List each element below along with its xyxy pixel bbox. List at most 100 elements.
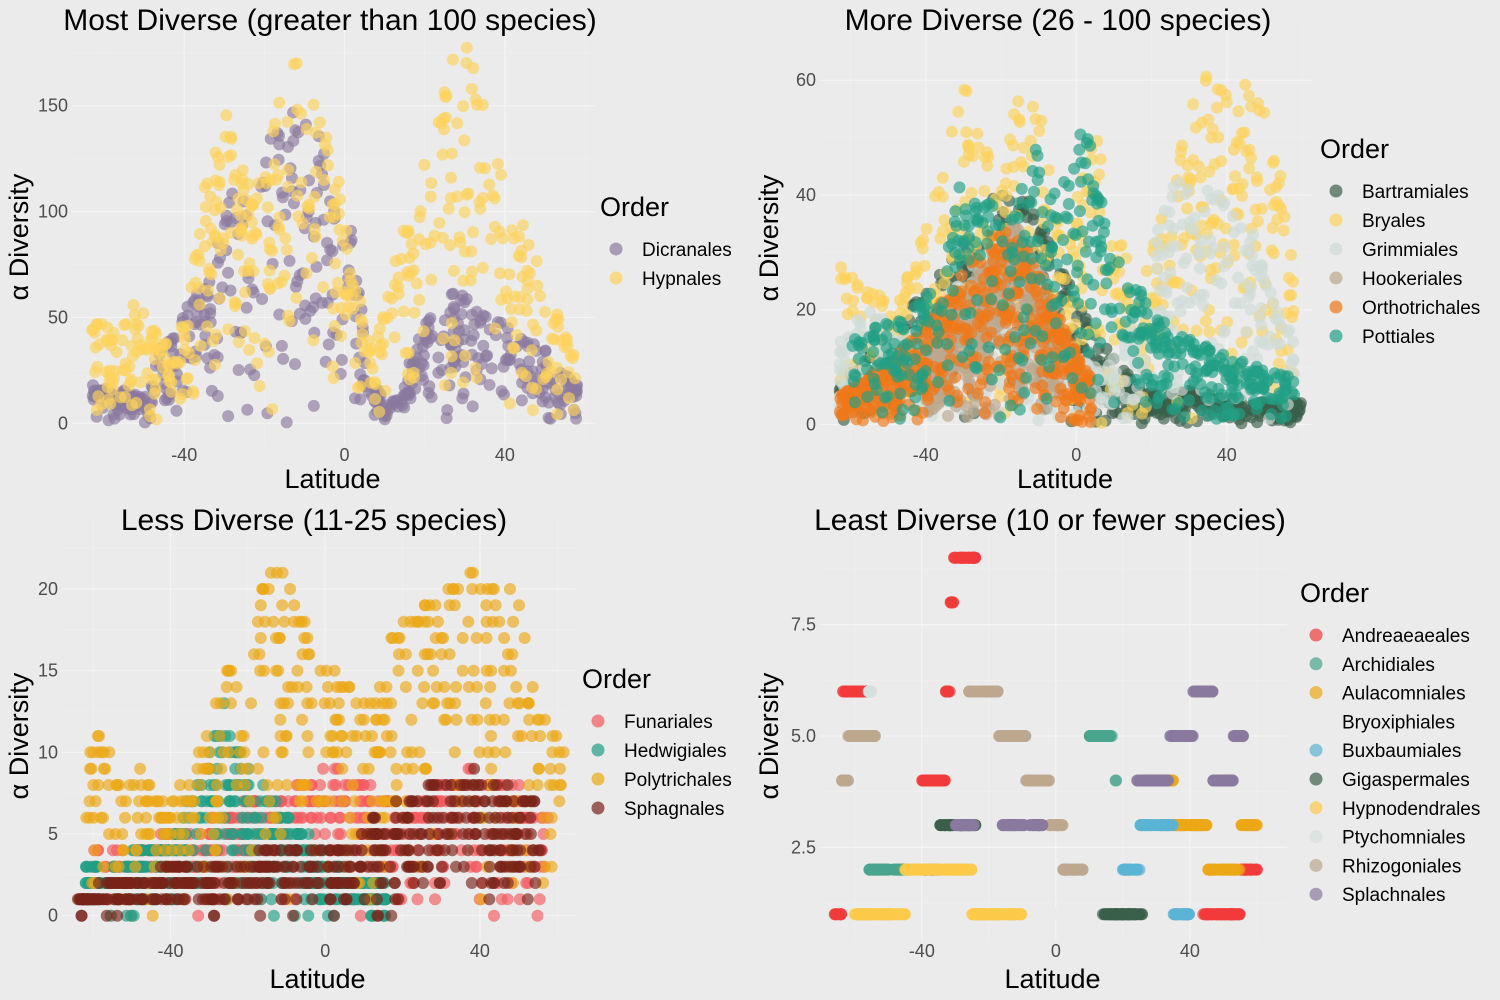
data-point (971, 127, 984, 140)
data-point (876, 300, 889, 312)
data-point (521, 293, 534, 306)
data-point (1002, 364, 1015, 377)
data-point (267, 909, 280, 922)
data-point (1087, 187, 1100, 200)
data-point (934, 395, 947, 408)
legend-key (609, 242, 623, 256)
data-point (1025, 252, 1038, 265)
data-point (349, 357, 362, 369)
data-point (92, 390, 105, 403)
data-point (467, 226, 480, 239)
data-point (354, 393, 367, 406)
data-point (567, 404, 580, 417)
data-point (256, 293, 269, 305)
data-point (459, 349, 472, 362)
data-point (1176, 139, 1188, 152)
data-point (273, 138, 286, 151)
data-point (880, 317, 893, 330)
data-point (272, 221, 285, 233)
data-point (867, 345, 880, 358)
data-point (1007, 139, 1020, 152)
data-point (201, 320, 214, 333)
data-point (476, 261, 489, 274)
data-point (834, 364, 846, 377)
legend-key (609, 271, 623, 285)
data-point (1215, 277, 1228, 290)
legend-item-bryales: Bryales (1329, 211, 1425, 232)
data-point (1097, 226, 1110, 239)
data-point (1079, 245, 1092, 258)
data-point (424, 190, 437, 203)
data-point (1036, 206, 1049, 219)
data-point (1283, 324, 1296, 337)
data-point (1264, 183, 1277, 196)
data-point (317, 762, 330, 775)
data-point (318, 828, 331, 840)
data-point (835, 261, 847, 274)
data-point (417, 325, 430, 338)
data-point (890, 365, 903, 378)
data-point (213, 292, 226, 305)
data-point (1168, 360, 1181, 373)
data-point (1094, 153, 1107, 166)
data-point (1046, 330, 1059, 343)
data-point (275, 275, 288, 288)
panel-more-diverse: -40 0 40 0 20 40 60 More Diverse (26 - 100 spec… (750, 0, 1500, 500)
data-point (441, 404, 454, 416)
data-point (932, 326, 945, 338)
data-point (975, 310, 988, 323)
data-point (537, 373, 550, 386)
data-point (485, 362, 498, 375)
data-point (1250, 365, 1263, 378)
data-point (1108, 396, 1121, 409)
data-point (163, 375, 176, 388)
data-point (243, 257, 256, 270)
data-point (868, 333, 881, 346)
data-point (293, 307, 306, 320)
legend: OrderBartramialesBryalesGrimmialesHooker… (1320, 134, 1480, 348)
data-point (932, 186, 945, 198)
data-point (1225, 392, 1238, 405)
data-point (237, 183, 250, 196)
data-point (1057, 234, 1070, 246)
data-point (982, 355, 995, 368)
data-point (300, 123, 313, 135)
data-point (451, 117, 464, 130)
data-point (411, 893, 424, 906)
data-point (947, 231, 959, 244)
data-point (296, 811, 309, 824)
data-point (329, 257, 342, 270)
data-point (1140, 368, 1153, 381)
data-point (437, 332, 450, 345)
data-point (1182, 183, 1195, 196)
data-point (1095, 240, 1108, 253)
data-point (942, 409, 954, 422)
y-tick-label: 40 (796, 185, 816, 205)
data-point (1203, 165, 1216, 178)
data-point (1202, 345, 1215, 358)
data-point (211, 390, 224, 402)
data-point (180, 373, 193, 386)
data-point (219, 130, 232, 143)
data-point (1158, 204, 1171, 217)
data-point (1112, 256, 1125, 269)
data-point (275, 339, 288, 352)
data-point (1029, 382, 1042, 395)
data-point (295, 176, 308, 189)
data-point (1140, 265, 1153, 277)
data-point (118, 318, 131, 331)
data-point (474, 161, 487, 174)
data-point (223, 196, 236, 209)
data-point (980, 331, 993, 344)
data-point (122, 379, 135, 392)
data-point (1048, 187, 1061, 200)
data-point (1135, 417, 1148, 430)
data-point (415, 357, 428, 370)
data-point (1145, 341, 1157, 354)
data-point (363, 345, 376, 358)
data-point (910, 337, 923, 350)
data-point (978, 407, 991, 420)
legend-key (1329, 329, 1343, 343)
legend-item-hookeriales: Hookeriales (1329, 269, 1462, 290)
